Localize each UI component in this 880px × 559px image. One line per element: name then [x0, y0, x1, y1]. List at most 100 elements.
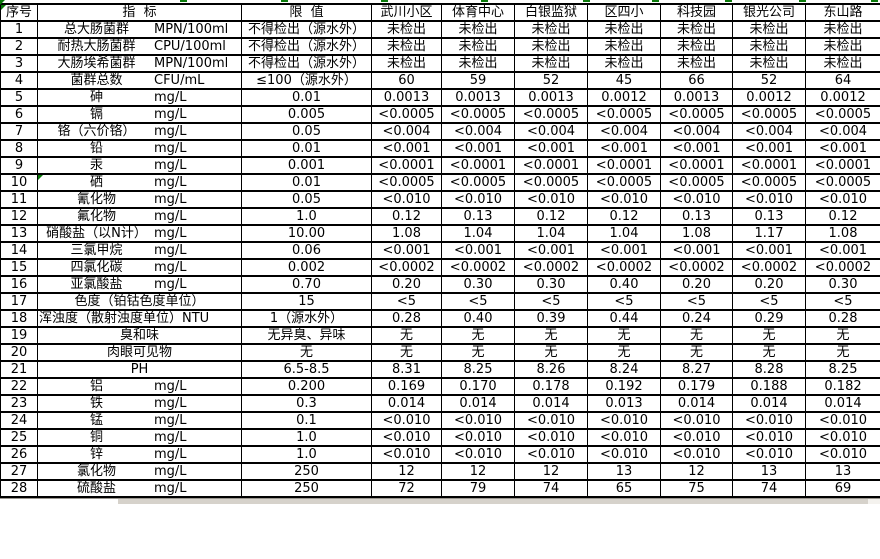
- measured-value-cell[interactable]: <0.004: [732, 122, 806, 141]
- measured-value-cell[interactable]: 未检出: [441, 37, 515, 56]
- measured-value-cell[interactable]: <0.010: [587, 428, 661, 447]
- measured-value-cell[interactable]: 0.20: [371, 275, 442, 294]
- measured-value-cell[interactable]: 0.014: [514, 394, 588, 413]
- measured-value-cell[interactable]: <0.010: [514, 428, 588, 447]
- measured-value-cell[interactable]: <5: [371, 292, 442, 311]
- measured-value-cell[interactable]: <0.010: [514, 445, 588, 464]
- measured-value-cell[interactable]: 0.169: [371, 377, 442, 396]
- measured-value-cell[interactable]: <0.010: [660, 190, 733, 209]
- measured-value-cell[interactable]: 8.27: [660, 360, 733, 379]
- measured-value-cell[interactable]: <0.0005: [587, 105, 661, 124]
- row-number-cell[interactable]: 19: [0, 326, 38, 345]
- limit-value-cell[interactable]: 不得检出（源水外）: [241, 20, 372, 39]
- measured-value-cell[interactable]: 无: [660, 326, 733, 345]
- measured-value-cell[interactable]: <5: [514, 292, 588, 311]
- indicator-cell[interactable]: 肉眼可见物: [37, 343, 242, 362]
- measured-value-cell[interactable]: 0.29: [732, 309, 806, 328]
- measured-value-cell[interactable]: <0.0005: [732, 105, 806, 124]
- measured-value-cell[interactable]: <0.001: [441, 139, 515, 158]
- measured-value-cell[interactable]: 0.170: [441, 377, 515, 396]
- measured-value-cell[interactable]: <0.0001: [371, 156, 442, 175]
- column-header[interactable]: 银光公司: [732, 3, 806, 22]
- indicator-cell[interactable]: 汞 mg/L: [37, 156, 242, 175]
- measured-value-cell[interactable]: <0.0001: [587, 156, 661, 175]
- indicator-cell[interactable]: 菌群总数 CFU/mL: [37, 71, 242, 90]
- measured-value-cell[interactable]: <0.004: [805, 122, 880, 141]
- measured-value-cell[interactable]: 0.13: [660, 207, 733, 226]
- measured-value-cell[interactable]: 未检出: [805, 37, 880, 56]
- limit-value-cell[interactable]: 无: [241, 343, 372, 362]
- limit-value-cell[interactable]: 0.06: [241, 241, 372, 260]
- measured-value-cell[interactable]: <0.0001: [660, 156, 733, 175]
- measured-value-cell[interactable]: 未检出: [805, 20, 880, 39]
- measured-value-cell[interactable]: 79: [441, 479, 515, 498]
- limit-value-cell[interactable]: 0.70: [241, 275, 372, 294]
- measured-value-cell[interactable]: <0.010: [514, 190, 588, 209]
- measured-value-cell[interactable]: <0.010: [805, 445, 880, 464]
- measured-value-cell[interactable]: 无: [371, 343, 442, 362]
- measured-value-cell[interactable]: <0.010: [732, 445, 806, 464]
- measured-value-cell[interactable]: 0.182: [805, 377, 880, 396]
- measured-value-cell[interactable]: <0.010: [660, 428, 733, 447]
- measured-value-cell[interactable]: 未检出: [660, 54, 733, 73]
- measured-value-cell[interactable]: 0.13: [441, 207, 515, 226]
- measured-value-cell[interactable]: 12: [441, 462, 515, 481]
- measured-value-cell[interactable]: <0.001: [805, 241, 880, 260]
- measured-value-cell[interactable]: <0.001: [805, 139, 880, 158]
- measured-value-cell[interactable]: <5: [587, 292, 661, 311]
- row-number-cell[interactable]: 27: [0, 462, 38, 481]
- limit-value-cell[interactable]: 1.0: [241, 207, 372, 226]
- indicator-cell[interactable]: 铝 mg/L: [37, 377, 242, 396]
- measured-value-cell[interactable]: <0.0005: [805, 105, 880, 124]
- measured-value-cell[interactable]: 未检出: [732, 37, 806, 56]
- limit-value-cell[interactable]: 0.005: [241, 105, 372, 124]
- indicator-cell[interactable]: 硫酸盐 mg/L: [37, 479, 242, 498]
- row-number-cell[interactable]: 5: [0, 88, 38, 107]
- row-number-cell[interactable]: 17: [0, 292, 38, 311]
- indicator-cell[interactable]: 锌 mg/L: [37, 445, 242, 464]
- measured-value-cell[interactable]: 0.30: [441, 275, 515, 294]
- measured-value-cell[interactable]: 72: [371, 479, 442, 498]
- limit-value-cell[interactable]: 0.200: [241, 377, 372, 396]
- column-header[interactable]: 科技园: [660, 3, 733, 22]
- measured-value-cell[interactable]: 无: [514, 343, 588, 362]
- measured-value-cell[interactable]: <0.010: [587, 411, 661, 430]
- limit-value-cell[interactable]: 0.05: [241, 190, 372, 209]
- measured-value-cell[interactable]: 无: [441, 326, 515, 345]
- measured-value-cell[interactable]: 0.188: [732, 377, 806, 396]
- measured-value-cell[interactable]: 0.013: [587, 394, 661, 413]
- row-number-cell[interactable]: 12: [0, 207, 38, 226]
- measured-value-cell[interactable]: <0.010: [805, 428, 880, 447]
- measured-value-cell[interactable]: 8.26: [514, 360, 588, 379]
- column-header[interactable]: 东山路: [805, 3, 880, 22]
- measured-value-cell[interactable]: 52: [732, 71, 806, 90]
- measured-value-cell[interactable]: 0.30: [805, 275, 880, 294]
- measured-value-cell[interactable]: 69: [805, 479, 880, 498]
- measured-value-cell[interactable]: <0.0005: [514, 173, 588, 192]
- measured-value-cell[interactable]: 未检出: [660, 37, 733, 56]
- row-number-cell[interactable]: 18: [0, 309, 38, 328]
- limit-value-cell[interactable]: ≤100（源水外）: [241, 71, 372, 90]
- limit-value-cell[interactable]: 15: [241, 292, 372, 311]
- measured-value-cell[interactable]: 未检出: [371, 37, 442, 56]
- measured-value-cell[interactable]: <0.004: [660, 122, 733, 141]
- row-number-cell[interactable]: 26: [0, 445, 38, 464]
- measured-value-cell[interactable]: <5: [660, 292, 733, 311]
- measured-value-cell[interactable]: <0.010: [441, 190, 515, 209]
- measured-value-cell[interactable]: <0.0002: [660, 258, 733, 277]
- measured-value-cell[interactable]: <0.010: [587, 445, 661, 464]
- indicator-cell[interactable]: 氟化物 mg/L: [37, 207, 242, 226]
- measured-value-cell[interactable]: <0.0002: [732, 258, 806, 277]
- measured-value-cell[interactable]: <0.001: [660, 139, 733, 158]
- row-number-cell[interactable]: 24: [0, 411, 38, 430]
- measured-value-cell[interactable]: <0.001: [660, 241, 733, 260]
- limit-value-cell[interactable]: 0.1: [241, 411, 372, 430]
- measured-value-cell[interactable]: <0.0005: [660, 173, 733, 192]
- measured-value-cell[interactable]: <5: [441, 292, 515, 311]
- row-number-cell[interactable]: 28: [0, 479, 38, 498]
- measured-value-cell[interactable]: 0.12: [514, 207, 588, 226]
- measured-value-cell[interactable]: <0.004: [371, 122, 442, 141]
- measured-value-cell[interactable]: 1.04: [514, 224, 588, 243]
- measured-value-cell[interactable]: <0.010: [732, 411, 806, 430]
- indicator-cell[interactable]: 铁 mg/L: [37, 394, 242, 413]
